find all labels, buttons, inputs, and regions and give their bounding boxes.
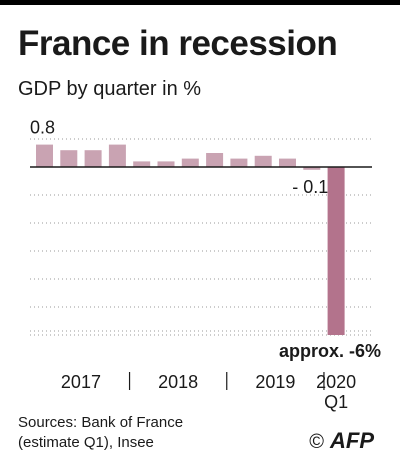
copyright-symbol: © — [309, 431, 324, 453]
bar-2017-q2 — [60, 150, 78, 167]
source-note: Sources: Bank of France (estimate Q1), I… — [18, 413, 183, 453]
bar-2017-q4 — [108, 144, 126, 167]
afp-logo: © AFP — [309, 428, 374, 454]
x-group-label-2020: 2020 — [316, 372, 356, 392]
bar-2018-q2 — [157, 161, 175, 167]
bar-2018-q1 — [133, 161, 151, 167]
bar-2017-q3 — [84, 150, 102, 167]
bar-2019-q4 — [303, 167, 321, 170]
chart-subtitle: GDP by quarter in % — [18, 78, 202, 100]
bar-2020-q1 — [327, 167, 345, 335]
source-line-2: (estimate Q1), Insee — [18, 434, 154, 451]
top-rule — [0, 0, 400, 5]
bar-2019-q3 — [279, 158, 296, 167]
data-label-0.8: 0.8 — [30, 118, 55, 138]
data-label-approx-6: approx. -6% — [279, 341, 381, 361]
bar-2017-q1 — [36, 144, 53, 167]
bar-2018-q4 — [206, 153, 224, 167]
x-group-label-2017: 2017 — [61, 372, 101, 392]
bar-2019-q1 — [230, 158, 248, 167]
logo-text: AFP — [330, 428, 374, 453]
data-label-minus-0.1: - 0.1 — [292, 177, 328, 197]
x-group-label-2019: 2019 — [255, 372, 295, 392]
chart-title: France in recession — [18, 24, 338, 63]
x-group-sublabel-2020: Q1 — [324, 392, 348, 412]
bar-2019-q2 — [254, 155, 272, 167]
bar-2018-q3 — [181, 158, 199, 167]
source-line-1: Sources: Bank of France — [18, 414, 184, 431]
x-group-label-2018: 2018 — [158, 372, 198, 392]
